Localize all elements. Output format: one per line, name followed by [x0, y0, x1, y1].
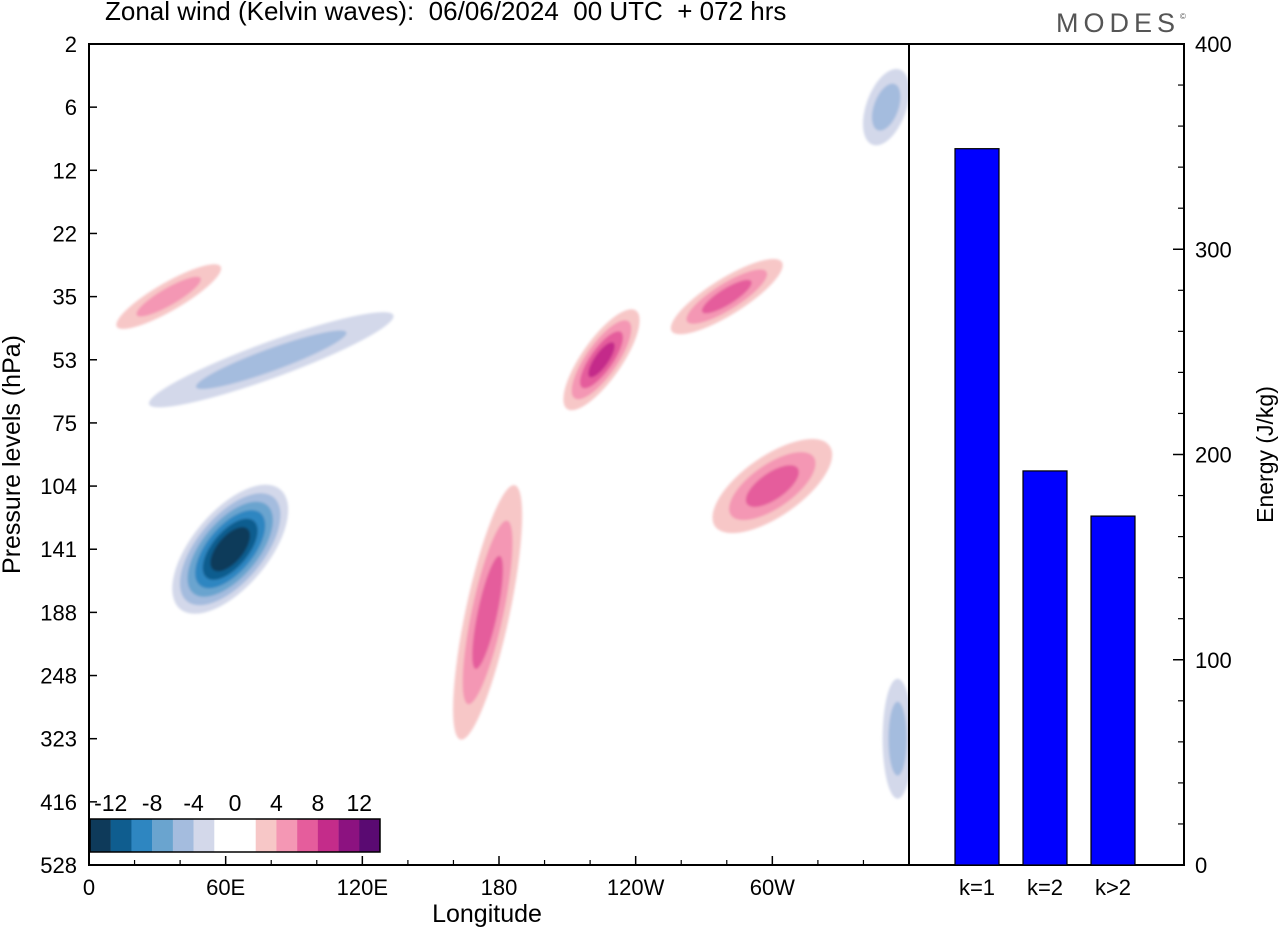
bar-category-label: k>2: [1095, 875, 1131, 900]
colorbar-label: -12: [94, 790, 127, 816]
anomaly-feature-1: [172, 484, 289, 614]
bar-category-label: k=2: [1027, 875, 1063, 900]
contour-band: [136, 276, 201, 317]
y-tick-label: 528: [40, 853, 77, 878]
energy-bar-k>2: [1090, 515, 1136, 866]
energy-bar-k=1: [954, 148, 1000, 866]
x-tick-label: 60E: [206, 875, 245, 900]
colorbar-swatch: [214, 819, 236, 852]
colorbar-swatch: [90, 819, 111, 852]
x-tick-label: 180: [481, 875, 518, 900]
y-tick-label: 104: [40, 474, 77, 499]
y-tick-label: 416: [40, 790, 77, 815]
brand-logo: MODES©: [1056, 8, 1186, 39]
energy-axis-label: Energy (J/kg): [1252, 386, 1278, 523]
colorbar-swatch: [255, 819, 277, 852]
contour-band: [871, 83, 901, 131]
contour-band: [701, 279, 752, 314]
colorbar-swatch: [193, 819, 215, 852]
x-tick-label: 120W: [607, 875, 665, 900]
x-tick-label: 60W: [750, 875, 795, 900]
colorbar-swatch: [338, 819, 360, 852]
energy-tick-label: 400: [1195, 32, 1232, 57]
anomaly-feature-4: [712, 439, 833, 534]
y-tick-label: 2: [65, 32, 77, 57]
colorbar-label: -8: [142, 790, 162, 816]
colorbar-swatch: [131, 819, 153, 852]
anomaly-feature-5: [670, 258, 783, 335]
colorbar-label: -4: [183, 790, 204, 816]
contour-band: [218, 535, 243, 563]
y-tick-label: 188: [40, 600, 77, 625]
y-tick-label: 6: [65, 95, 77, 120]
energy-tick-label: 300: [1195, 237, 1232, 262]
y-tick-label: 141: [40, 537, 77, 562]
colorbar-label: 4: [270, 790, 283, 816]
y-tick-label: 248: [40, 664, 77, 689]
colorbar-swatch: [359, 819, 381, 852]
x-tick-label: 120E: [337, 875, 388, 900]
colorbar: -12 -8 -4 0 4 8 12: [89, 790, 381, 853]
contour-band: [745, 465, 799, 507]
colorbar-frame: [89, 818, 381, 853]
colorbar-swatch: [235, 819, 256, 852]
energy-tick-label: 0: [1195, 853, 1207, 878]
contour-band: [888, 701, 907, 776]
anomaly-feature-9: [882, 678, 909, 799]
y-tick-label: 22: [53, 221, 77, 246]
bar-category-label: k=1: [959, 875, 995, 900]
colorbar-swatch: [317, 819, 339, 852]
anomaly-feature-2: [453, 485, 523, 740]
contour-band: [472, 555, 503, 669]
anomaly-feature-7: [148, 312, 394, 408]
colorbar-swatch: [276, 819, 298, 852]
colorbar-swatch: [110, 819, 132, 852]
energy-tick-label: 200: [1195, 443, 1232, 468]
y-tick-label: 53: [53, 348, 77, 373]
y-tick-label: 35: [53, 285, 77, 310]
y-axis-label: Pressure levels (hPa): [0, 335, 26, 574]
colorbar-label: 0: [229, 790, 242, 816]
contour-band: [195, 330, 347, 390]
chart-title: Zonal wind (Kelvin waves): 06/06/2024 00…: [105, 0, 787, 26]
colorbar-swatch: [172, 819, 194, 852]
energy-tick-label: 100: [1195, 648, 1232, 673]
y-tick-label: 12: [53, 158, 77, 183]
x-axis-label: Longitude: [432, 900, 542, 928]
contour-band: [588, 342, 615, 378]
colorbar-swatch: [297, 819, 319, 852]
colorbar-label: 8: [311, 790, 324, 816]
anomaly-feature-6: [116, 264, 222, 329]
y-tick-label: 75: [53, 411, 77, 436]
anomaly-feature-8: [862, 68, 909, 146]
colorbar-label: 12: [346, 790, 372, 816]
x-tick-label: 0: [83, 875, 95, 900]
energy-bar-k=2: [1022, 470, 1068, 866]
y-tick-label: 323: [40, 727, 77, 752]
heatmap-field: [116, 68, 909, 799]
anomaly-feature-3: [563, 309, 640, 411]
brand-mark: ©: [1180, 12, 1186, 21]
energy-bars: k=1 k=2 k>2: [954, 148, 1136, 900]
brand-text: MODES: [1056, 8, 1181, 38]
colorbar-swatch: [152, 819, 174, 852]
